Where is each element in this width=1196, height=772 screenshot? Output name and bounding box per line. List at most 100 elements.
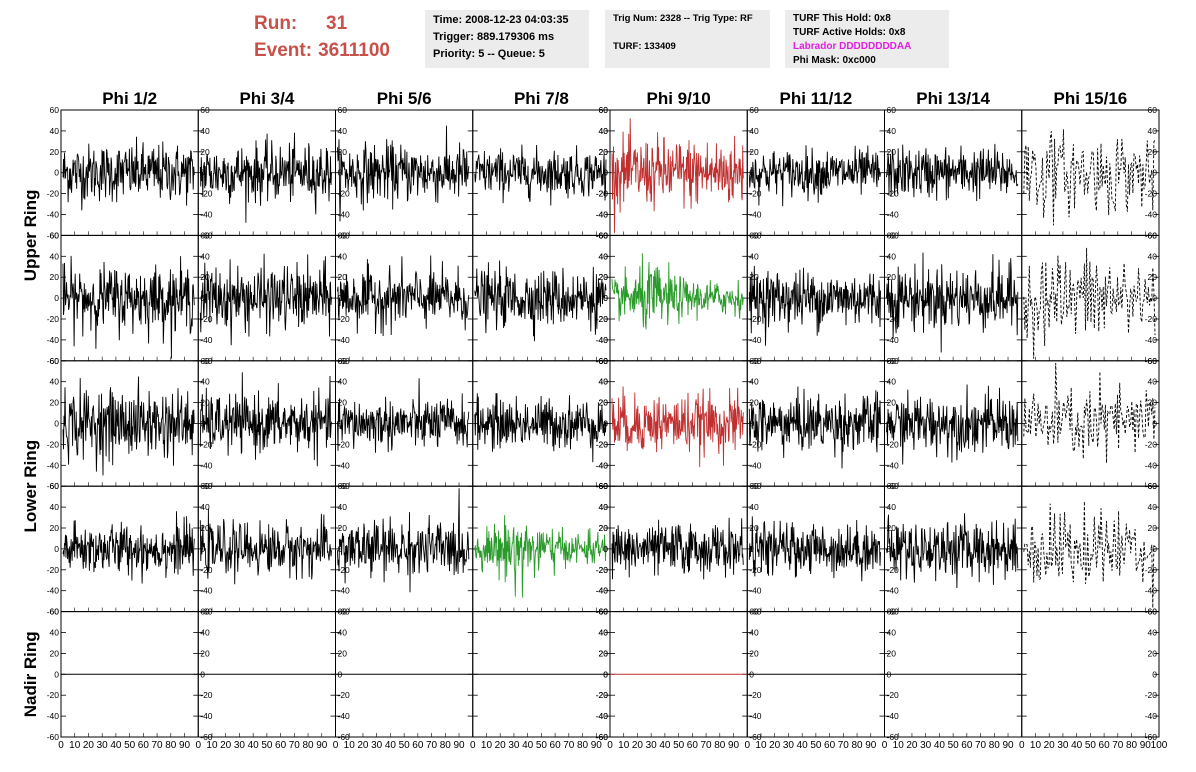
y-tick-label: 20 xyxy=(1148,272,1158,282)
x-tick-label: 10 xyxy=(1030,740,1042,751)
y-tick-label: 60 xyxy=(50,481,60,491)
y-tick-label: -20 xyxy=(749,314,762,324)
y-tick-label: 0 xyxy=(1152,544,1157,554)
y-tick-label: 40 xyxy=(200,126,210,136)
y-tick-label: 40 xyxy=(599,377,609,387)
waveform-trace xyxy=(337,488,470,593)
y-tick-label: -20 xyxy=(596,189,609,199)
x-tick-label: 90 xyxy=(728,740,740,751)
y-tick-label: -40 xyxy=(749,210,762,220)
y-tick-label: -20 xyxy=(596,565,609,575)
x-tick-label: 70 xyxy=(152,740,164,751)
x-tick-label: 50 xyxy=(1085,740,1097,751)
y-tick-label: 40 xyxy=(200,502,210,512)
x-tick-label: 80 xyxy=(989,740,1001,751)
y-tick-label: 40 xyxy=(1148,126,1158,136)
x-tick-label: 0 xyxy=(470,740,476,751)
event-value: 3611100 xyxy=(318,40,390,61)
y-tick-label: 60 xyxy=(338,105,348,115)
x-tick-label: 30 xyxy=(371,740,383,751)
y-tick-label: -40 xyxy=(47,711,60,721)
y-tick-label: -40 xyxy=(749,335,762,345)
y-tick-label: 20 xyxy=(599,272,609,282)
y-tick-label: 0 xyxy=(1152,669,1157,679)
waveform-trace xyxy=(748,516,881,582)
y-tick-label: 40 xyxy=(599,251,609,261)
y-tick-label: 40 xyxy=(1148,502,1158,512)
x-tick-label: 90 xyxy=(453,740,465,751)
x-tick-label: 90 xyxy=(591,740,603,751)
waveform-trace xyxy=(474,515,607,598)
y-tick-label: 60 xyxy=(599,230,609,240)
y-tick-label: 40 xyxy=(749,126,759,136)
y-tick-label: 0 xyxy=(54,293,59,303)
x-tick-label: 40 xyxy=(248,740,260,751)
phi-mask-line: Phi Mask: 0xc000 xyxy=(793,55,876,66)
y-tick-label: 60 xyxy=(50,105,60,115)
waveform-trace xyxy=(62,511,195,584)
y-tick-label: -20 xyxy=(596,314,609,324)
x-tick-label: 0 xyxy=(744,740,750,751)
y-tick-label: -20 xyxy=(596,690,609,700)
y-tick-label: -40 xyxy=(596,335,609,345)
y-tick-label: 0 xyxy=(603,293,608,303)
y-tick-label: -40 xyxy=(200,711,213,721)
y-tick-label: 60 xyxy=(1148,356,1158,366)
x-tick-label: 40 xyxy=(110,740,122,751)
x-tick-label: 10 xyxy=(206,740,218,751)
y-tick-label: 60 xyxy=(599,356,609,366)
x-tick-label: 10 xyxy=(618,740,630,751)
y-tick-label: 20 xyxy=(887,398,897,408)
x-tick-label: 70 xyxy=(426,740,438,751)
x-tick-label: 60 xyxy=(961,740,973,751)
turf-line: TURF: 133409 xyxy=(613,41,676,52)
y-tick-label: -20 xyxy=(1145,314,1158,324)
x-tick-label: 80 xyxy=(302,740,314,751)
x-tick-label: 60 xyxy=(275,740,287,751)
y-tick-label: -20 xyxy=(749,565,762,575)
x-tick-label: 40 xyxy=(385,740,397,751)
y-tick-label: 60 xyxy=(599,607,609,617)
y-tick-label: -60 xyxy=(749,732,762,742)
y-tick-label: -60 xyxy=(596,732,609,742)
y-tick-label: -20 xyxy=(47,439,60,449)
panel-frame xyxy=(1021,611,1160,738)
y-tick-label: 60 xyxy=(1148,105,1158,115)
waveform-trace xyxy=(886,513,1019,589)
x-tick-label: 90 xyxy=(1002,740,1014,751)
y-tick-label: -60 xyxy=(887,732,900,742)
y-tick-label: 60 xyxy=(338,481,348,491)
y-tick-label: -60 xyxy=(47,356,60,366)
x-tick-label: 60 xyxy=(1099,740,1111,751)
x-tick-label: 30 xyxy=(920,740,932,751)
y-tick-label: 20 xyxy=(599,147,609,157)
x-tick-label: 40 xyxy=(522,740,534,751)
labrador-line: Labrador DDDDDDDDAA xyxy=(793,41,912,52)
y-tick-label: 40 xyxy=(50,628,60,638)
y-tick-label: 20 xyxy=(200,147,210,157)
y-tick-label: -60 xyxy=(1145,732,1158,742)
y-tick-label: 20 xyxy=(599,398,609,408)
y-tick-label: 60 xyxy=(599,230,609,240)
y-tick-label: 60 xyxy=(200,230,210,240)
y-tick-label: -20 xyxy=(596,189,609,199)
panel-frame xyxy=(1021,234,1160,362)
y-tick-label: 60 xyxy=(749,607,759,617)
y-tick-label: 40 xyxy=(599,377,609,387)
y-tick-label: -40 xyxy=(596,711,609,721)
x-tick-label: 20 xyxy=(83,740,95,751)
waveform-trace xyxy=(337,255,470,337)
y-tick-label: -40 xyxy=(338,335,351,345)
y-tick-label: 60 xyxy=(338,230,348,240)
y-tick-label: 20 xyxy=(887,648,897,658)
x-tick-label: 70 xyxy=(563,740,575,751)
y-tick-label: 40 xyxy=(200,628,210,638)
